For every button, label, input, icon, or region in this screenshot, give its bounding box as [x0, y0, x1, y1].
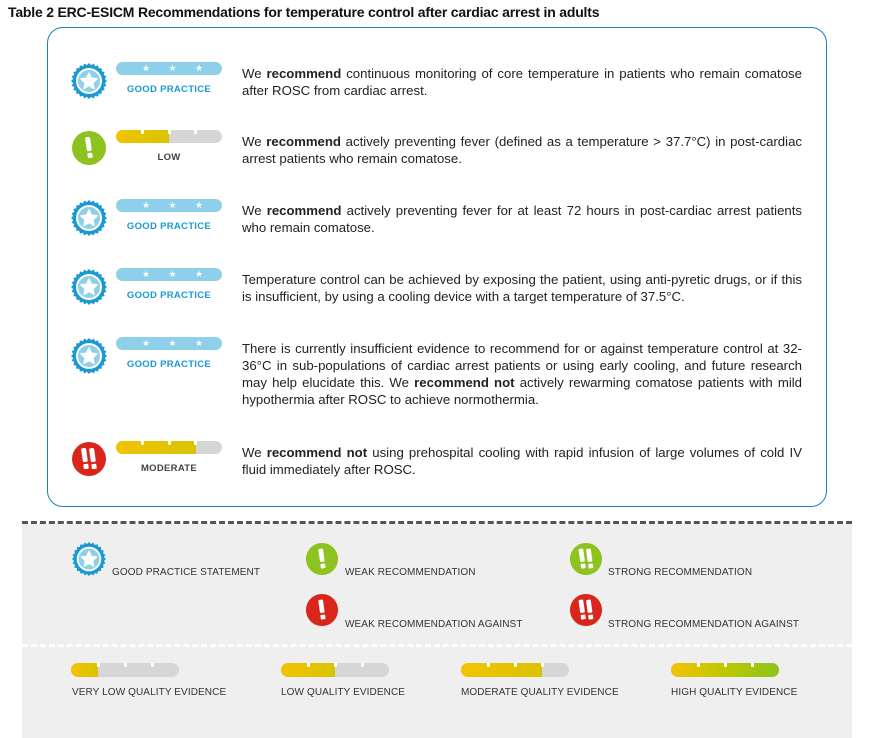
recommendation-text: We recommend actively preventing fever (… [242, 133, 802, 167]
star-icon: ★ [168, 269, 177, 279]
evidence-notch [723, 663, 727, 667]
evidence-notch [513, 663, 517, 667]
star-icon: ★ [141, 200, 151, 210]
legend-label: STRONG RECOMMENDATION AGAINST [608, 619, 800, 630]
text-segment: using prehospital cooling with rapid inf… [242, 445, 803, 477]
text-segment: We [242, 66, 267, 81]
evidence-notch [540, 663, 544, 667]
evidence-level-bar [671, 663, 779, 677]
evidence-level-bar [461, 663, 569, 677]
legend-panel [22, 524, 852, 738]
strong-recommendation-against-icon [71, 441, 107, 477]
recommendation-text: Temperature control can be achieved by e… [242, 271, 802, 305]
legend-inner-divider [22, 644, 852, 647]
evidence-notch [194, 130, 198, 134]
good-practice-bar: ★ ★ ★ [116, 62, 222, 75]
weak-recommendation-icon [305, 542, 339, 576]
evidence-bar [116, 441, 222, 454]
good-practice-badge-icon [72, 542, 106, 576]
evidence-notch [150, 663, 154, 667]
legend-label: MODERATE QUALITY EVIDENCE [461, 687, 619, 698]
text-segment: We [242, 203, 267, 218]
grade-label: GOOD PRACTICE [126, 221, 212, 232]
grade-label: GOOD PRACTICE [126, 84, 212, 95]
strong-recommendation-against-icon [569, 593, 603, 627]
evidence-level-bar [281, 663, 389, 677]
evidence-notch [333, 663, 337, 667]
good-practice-badge-icon [71, 338, 107, 374]
evidence-notch [141, 130, 145, 134]
emphasis-text: recommend [266, 134, 341, 149]
strong-recommendation-icon [569, 542, 603, 576]
evidence-notch [141, 441, 145, 445]
star-icon: ★ [141, 63, 151, 73]
emphasis-text: recommend not [414, 375, 515, 390]
evidence-fill [461, 663, 542, 677]
legend-label: HIGH QUALITY EVIDENCE [671, 687, 798, 698]
legend-label: GOOD PRACTICE STATEMENT [112, 567, 261, 578]
legend-label: WEAK RECOMMENDATION AGAINST [345, 619, 523, 630]
star-icon: ★ [141, 269, 151, 279]
grade-label: GOOD PRACTICE [126, 359, 212, 370]
evidence-bar [116, 130, 222, 143]
evidence-notch [750, 663, 754, 667]
grade-label: LOW [157, 152, 181, 163]
evidence-notch [696, 663, 700, 667]
text-segment: We [242, 445, 267, 460]
star-icon: ★ [194, 338, 204, 348]
text-segment: actively rewarming comatose patients wit… [242, 375, 803, 407]
star-icon: ★ [194, 269, 204, 279]
legend-label: LOW QUALITY EVIDENCE [281, 687, 406, 698]
star-icon: ★ [194, 200, 204, 210]
evidence-notch [360, 663, 364, 667]
evidence-notch [96, 663, 100, 667]
emphasis-text: recommend [266, 203, 342, 218]
good-practice-badge-icon [71, 200, 107, 236]
legend-label: VERY LOW QUALITY EVIDENCE [72, 687, 227, 698]
evidence-fill [71, 663, 98, 677]
recommendations-box [47, 27, 827, 507]
evidence-notch [486, 663, 490, 667]
recommendation-text: There is currently insufficient evidence… [242, 340, 802, 408]
emphasis-text: recommend not [266, 445, 368, 460]
table-title: Table 2 ERC-ESICM Recommendations for te… [8, 4, 600, 20]
legend-label: WEAK RECOMMENDATION [345, 567, 476, 578]
weak-recommendation-icon [71, 130, 107, 166]
star-icon: ★ [168, 200, 177, 210]
evidence-level-bar [71, 663, 179, 677]
text-segment: We [242, 134, 267, 149]
evidence-fill [281, 663, 335, 677]
evidence-notch [167, 130, 171, 134]
star-icon: ★ [141, 338, 151, 348]
emphasis-text: recommend [266, 66, 342, 81]
text-segment: There is currently insufficient evidence… [242, 341, 802, 390]
evidence-fill [116, 441, 196, 454]
good-practice-bar: ★ ★ ★ [116, 268, 222, 281]
good-practice-badge-icon [71, 63, 107, 99]
recommendation-text: We recommend not using prehospital cooli… [242, 444, 802, 478]
star-icon: ★ [194, 63, 204, 73]
recommendation-text: We recommend actively preventing fever f… [242, 202, 802, 236]
text-segment: actively preventing fever (defined as a … [242, 134, 802, 166]
good-practice-bar: ★ ★ ★ [116, 199, 222, 212]
good-practice-badge-icon [71, 269, 107, 305]
weak-recommendation-against-icon [305, 593, 339, 627]
text-segment: continuous monitoring of core temperatur… [242, 66, 802, 98]
grade-label: GOOD PRACTICE [126, 290, 212, 301]
legend-label: STRONG RECOMMENDATION [608, 567, 753, 578]
evidence-fill [116, 130, 169, 143]
grade-label: MODERATE [140, 463, 198, 474]
legend-divider [22, 521, 852, 524]
evidence-notch [194, 441, 198, 445]
good-practice-bar: ★ ★ ★ [116, 337, 222, 350]
star-icon: ★ [168, 63, 177, 73]
text-segment: Temperature control can be achieved by e… [242, 272, 802, 304]
evidence-notch [306, 663, 310, 667]
recommendation-text: We recommend continuous monitoring of co… [242, 65, 802, 99]
star-icon: ★ [168, 338, 177, 348]
evidence-notch [123, 663, 127, 667]
text-segment: actively preventing fever for at least 7… [242, 203, 803, 235]
evidence-notch [167, 441, 171, 445]
